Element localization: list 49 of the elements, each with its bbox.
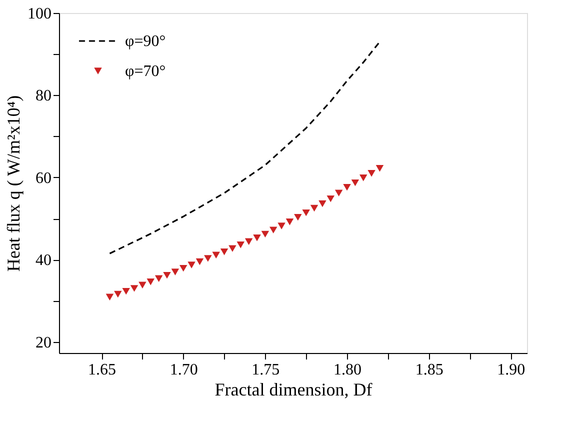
y-tick-label: 40 bbox=[36, 252, 52, 270]
point bbox=[376, 165, 384, 172]
y-tick-label: 80 bbox=[36, 88, 52, 105]
point bbox=[130, 285, 138, 292]
point bbox=[220, 248, 228, 256]
point bbox=[146, 278, 155, 286]
point bbox=[204, 255, 212, 262]
point bbox=[171, 268, 180, 276]
point bbox=[228, 245, 236, 252]
y-tick-label: 100 bbox=[28, 6, 52, 22]
y-axis-title: Heat flux q ( W/m²x10⁴) bbox=[4, 95, 24, 272]
x-tick-label: 1.70 bbox=[170, 362, 198, 378]
point bbox=[261, 230, 270, 238]
point bbox=[351, 179, 360, 186]
x-tick-label: 1.65 bbox=[88, 362, 116, 378]
legend-label: φ=90° bbox=[125, 33, 166, 50]
point bbox=[310, 204, 318, 212]
x-tick-label: 1.80 bbox=[334, 362, 362, 378]
x-tick-label: 1.75 bbox=[252, 362, 280, 378]
point bbox=[326, 195, 335, 202]
point bbox=[163, 272, 171, 279]
point bbox=[302, 209, 310, 216]
point bbox=[318, 200, 326, 208]
point bbox=[122, 288, 130, 295]
point bbox=[359, 174, 368, 182]
point bbox=[138, 282, 146, 289]
point bbox=[286, 218, 294, 226]
x-tick-label: 1.90 bbox=[497, 362, 526, 378]
point bbox=[188, 262, 196, 268]
y-tick-label: 20 bbox=[36, 334, 52, 352]
point bbox=[343, 184, 351, 191]
legend-label: φ=70° bbox=[125, 63, 166, 80]
point bbox=[294, 214, 302, 221]
point bbox=[106, 294, 114, 300]
point bbox=[334, 190, 343, 196]
point bbox=[368, 170, 376, 177]
point bbox=[236, 242, 245, 248]
x-axis-title: Fractal dimension, Df bbox=[214, 380, 372, 400]
point bbox=[179, 264, 188, 272]
point bbox=[278, 222, 286, 230]
point bbox=[253, 234, 261, 242]
point bbox=[196, 258, 204, 266]
point bbox=[269, 226, 278, 234]
x-tick-label: 1.85 bbox=[415, 362, 444, 378]
point bbox=[244, 238, 253, 245]
point bbox=[212, 252, 220, 259]
point bbox=[114, 290, 122, 298]
point bbox=[154, 275, 163, 282]
y-tick-label: 60 bbox=[36, 170, 52, 187]
